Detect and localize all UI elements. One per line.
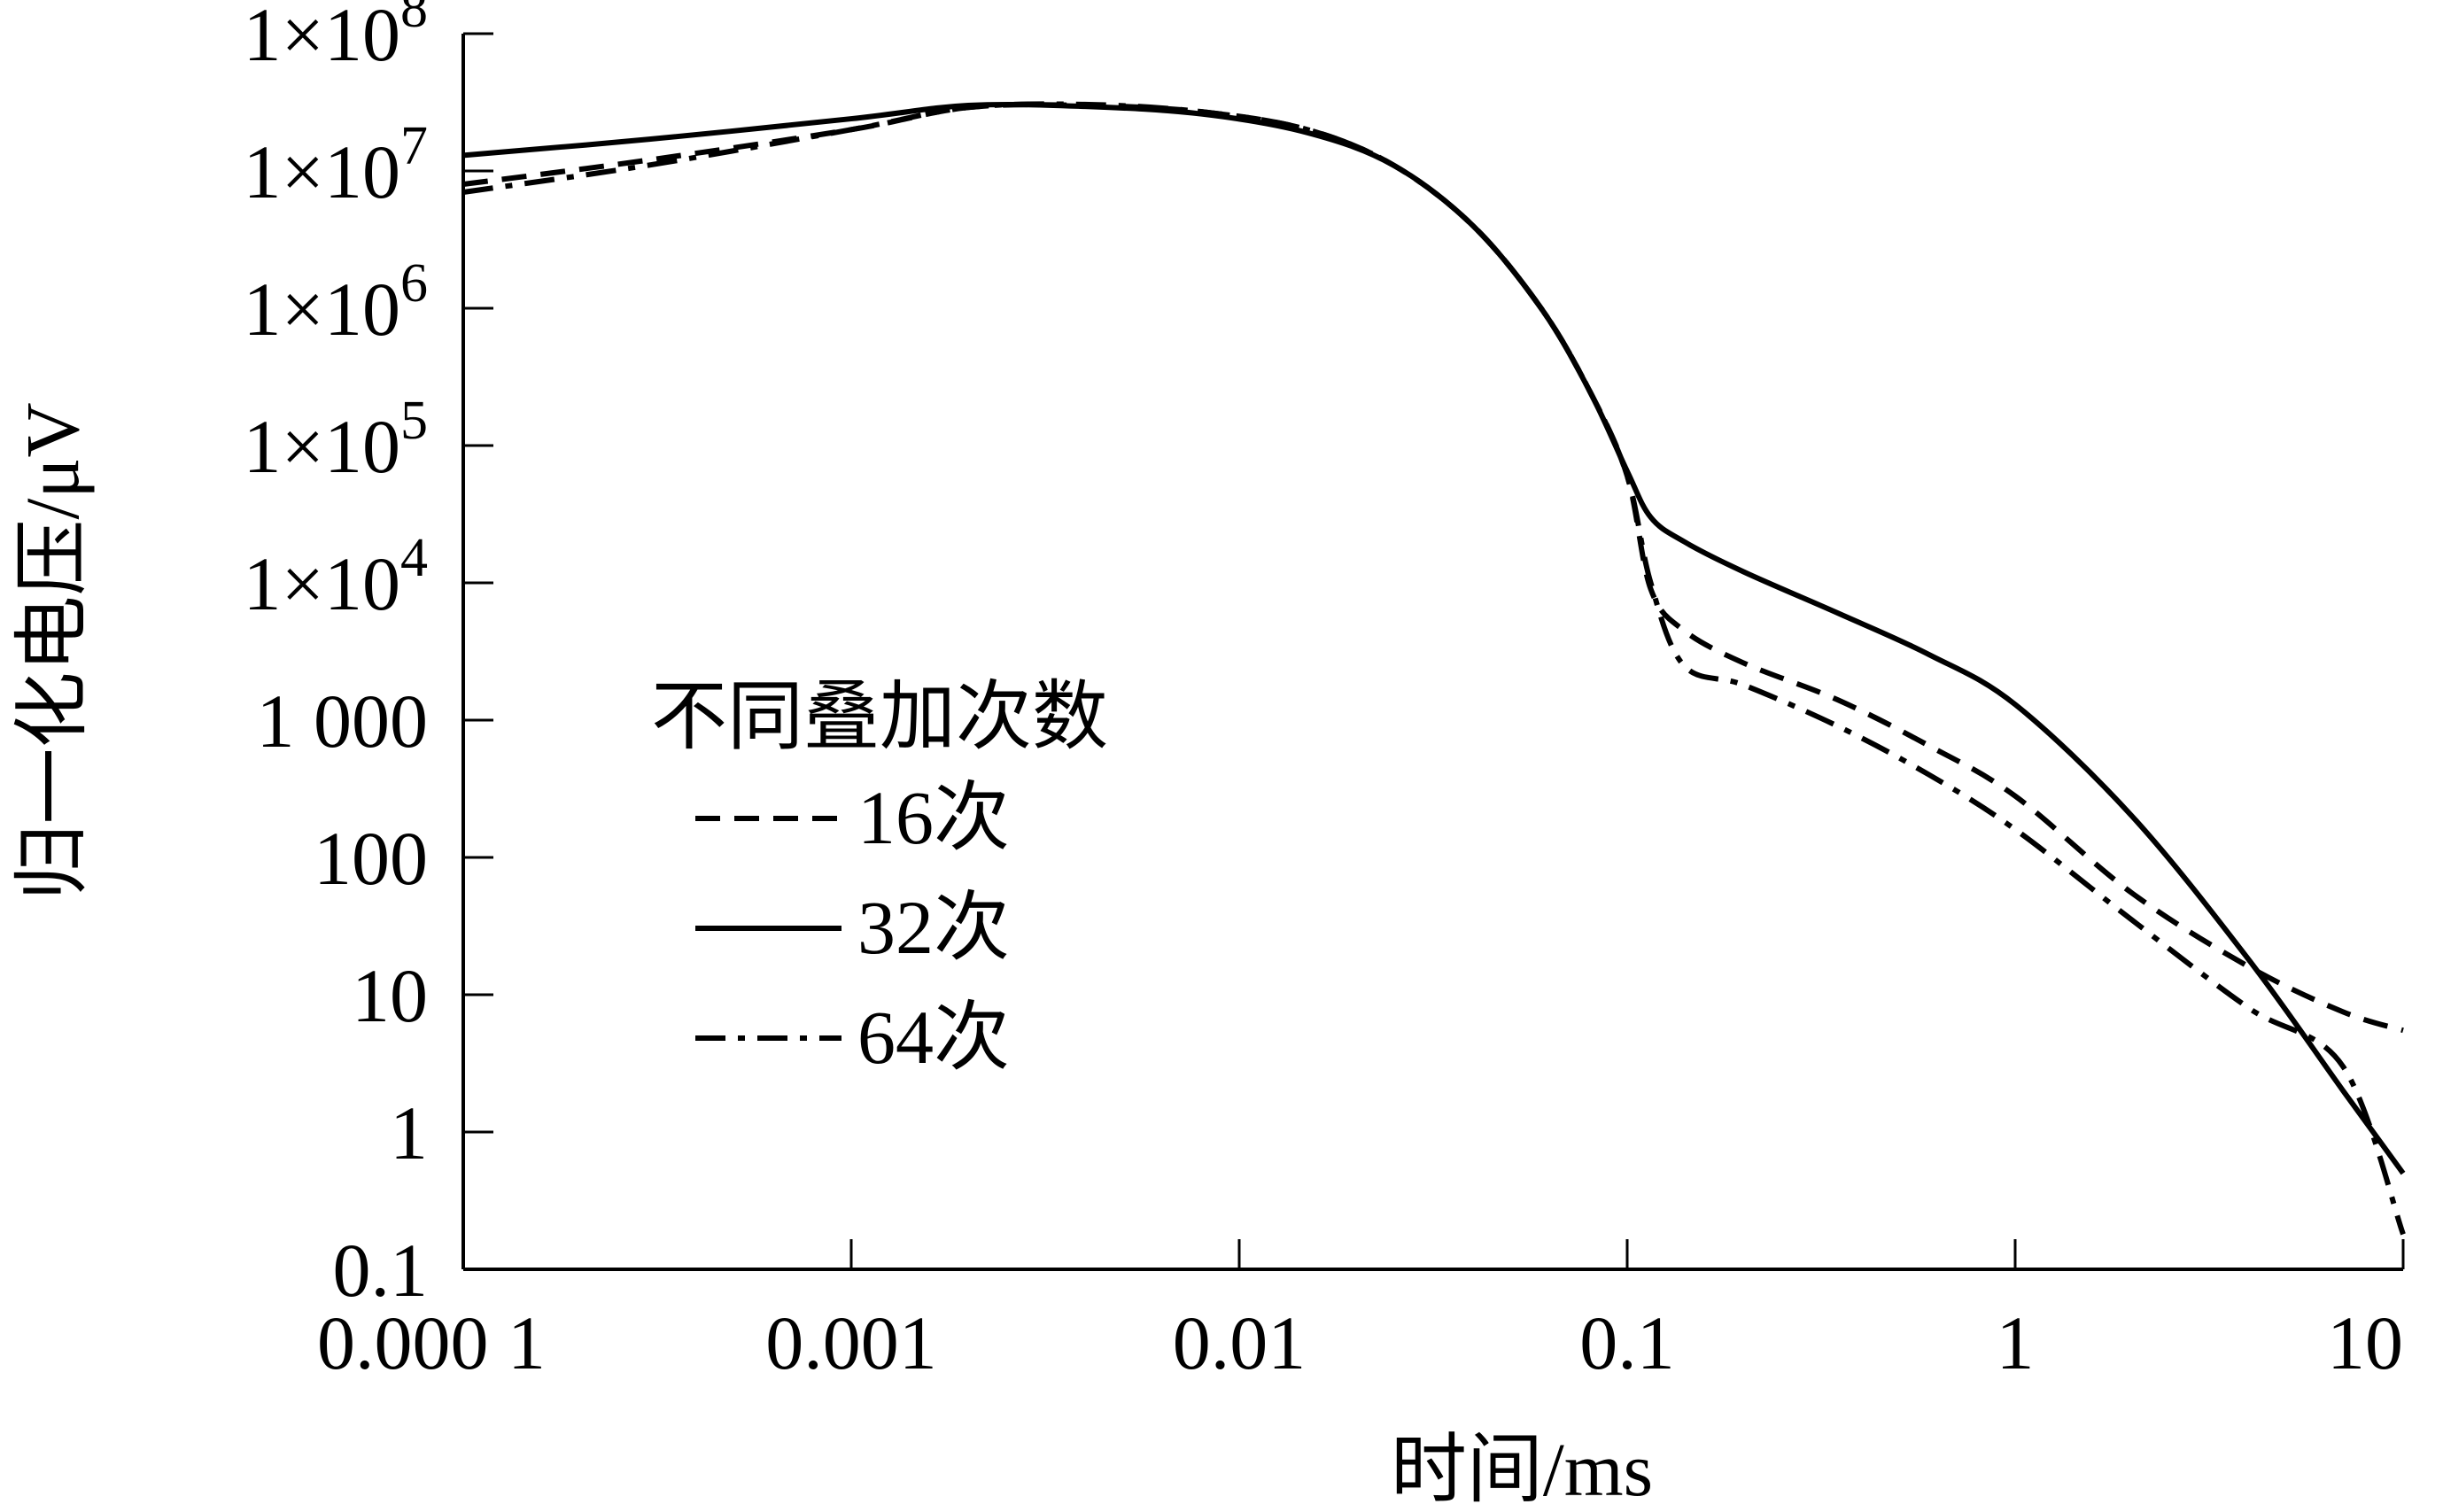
- x-axis-ticks: 0.000 1 0.001 0.01 0.1 1 10: [317, 1239, 2405, 1385]
- y-tick-label: 1×108: [243, 0, 428, 77]
- y-tick-label: 1×104: [243, 528, 428, 626]
- y-tick-exponent: 4: [400, 528, 428, 588]
- y-tick-label: 1: [390, 1090, 428, 1175]
- x-tick-label: 0.01: [1173, 1300, 1307, 1385]
- y-tick-exponent: 8: [400, 0, 428, 39]
- y-tick-label: 100: [314, 816, 428, 901]
- axes: [461, 34, 2403, 1271]
- y-tick-label: 1 000: [257, 678, 429, 764]
- x-tick-label: 0.000 1: [317, 1300, 546, 1385]
- y-tick-label: 1×106: [243, 253, 428, 352]
- series-line-2: [462, 101, 2406, 1175]
- series-line-1: [462, 102, 2404, 1034]
- y-axis-title: 归一化电压/μV: [10, 402, 95, 900]
- series-line-3: [462, 101, 2406, 1236]
- legend-entry-label: 16次: [857, 775, 1010, 860]
- x-tick-label: 10: [2327, 1300, 2403, 1385]
- x-tick-label: 1: [1997, 1300, 2035, 1385]
- legend-title: 不同叠加次数: [651, 674, 1108, 759]
- y-tick-label: 10: [352, 953, 428, 1038]
- series-group: [462, 101, 2406, 1236]
- y-tick-label: 1×105: [243, 391, 428, 489]
- y-tick-exponent: 7: [400, 116, 428, 176]
- legend-entry-label: 64次: [857, 995, 1010, 1080]
- y-tick-label: 1×107: [243, 116, 428, 214]
- x-axis-title: 时间/ms: [1391, 1427, 1653, 1512]
- y-tick-exponent: 6: [400, 253, 428, 314]
- y-tick-label: 0.1: [333, 1228, 429, 1313]
- legend-entry-label: 32次: [857, 885, 1010, 970]
- y-tick-exponent: 5: [400, 391, 428, 451]
- x-tick-label: 0.001: [765, 1300, 937, 1385]
- y-axis-ticks: 0.1 1 10 100 1 000 1×104 1×105 1×106 1×107 1×108: [243, 0, 493, 1313]
- x-tick-label: 0.1: [1579, 1300, 1675, 1385]
- legend: 不同叠加次数 16次 32次 64次: [651, 674, 1108, 1080]
